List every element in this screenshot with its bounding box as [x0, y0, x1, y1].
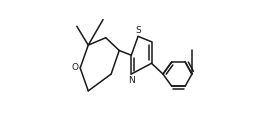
Text: S: S — [135, 26, 141, 35]
Text: N: N — [128, 76, 134, 85]
Text: O: O — [72, 64, 79, 72]
